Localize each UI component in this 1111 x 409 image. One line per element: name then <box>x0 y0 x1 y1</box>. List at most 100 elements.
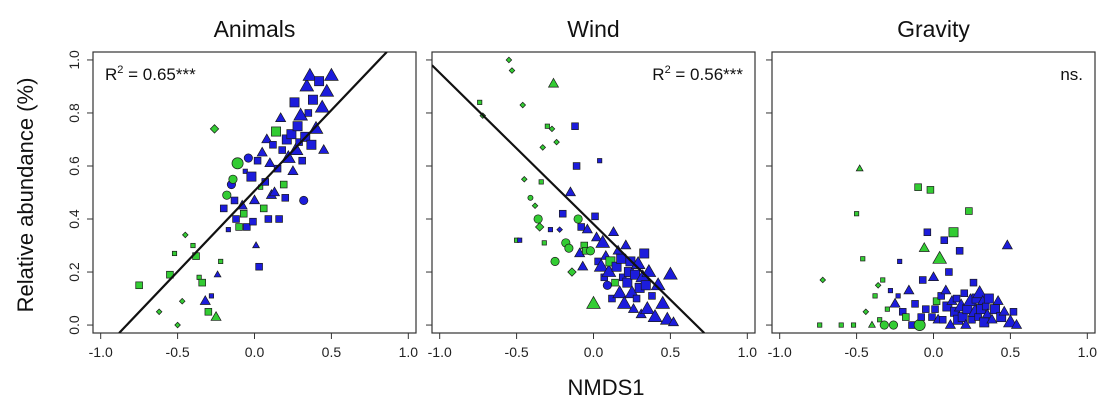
annotation-superscript: 2 <box>665 64 671 76</box>
data-point-triangle <box>855 164 864 172</box>
data-point-square <box>558 209 567 218</box>
data-point-triangle <box>577 260 589 271</box>
data-point-triangle <box>986 313 998 324</box>
data-point-triangle <box>299 78 315 92</box>
data-point-triangle <box>927 271 940 282</box>
y-tick-label: 1.0 <box>66 50 82 70</box>
x-tick-label: -0.5 <box>166 344 190 360</box>
data-point-square <box>940 236 949 244</box>
data-point-square <box>932 297 941 305</box>
data-point-square <box>243 223 251 231</box>
data-point-triangle <box>268 186 281 197</box>
data-point-square <box>982 302 990 311</box>
x-tick-label: -1.0 <box>428 344 452 360</box>
data-point-square <box>632 294 641 303</box>
data-point-square <box>298 156 306 165</box>
data-point-square <box>314 76 325 87</box>
data-point-square <box>547 227 553 233</box>
data-point-square <box>887 288 893 294</box>
data-point-square <box>198 278 206 287</box>
data-point-triangle <box>998 305 1010 316</box>
data-point-square <box>639 248 650 259</box>
data-point-square <box>190 242 196 249</box>
annotation-value: ns. <box>1060 65 1083 84</box>
data-point-diamond <box>519 101 527 109</box>
data-point-square <box>230 196 239 205</box>
data-point-triangle <box>612 285 628 299</box>
data-point-square <box>897 258 903 264</box>
data-point-square <box>279 180 288 189</box>
data-point-square <box>242 168 248 174</box>
data-point-diamond <box>548 125 556 133</box>
panel-2: Gravity -1.0 -0.5 0.0 0.5 1.0 ns. <box>766 16 1097 360</box>
data-point-diamond <box>567 267 577 277</box>
points-layer <box>135 67 339 329</box>
data-point-square <box>571 122 579 130</box>
data-point-square <box>538 179 544 185</box>
data-point-square <box>817 322 823 328</box>
data-point-circle <box>527 194 534 201</box>
data-point-triangle <box>960 318 972 329</box>
data-point-square <box>255 262 263 271</box>
data-point-circle <box>573 214 583 224</box>
x-tick-label: -1.0 <box>768 344 792 360</box>
x-axis-label: NMDS1 <box>567 375 644 400</box>
data-point-circle <box>879 320 889 330</box>
data-point-square <box>955 247 964 255</box>
x-tick-label: -0.5 <box>505 344 529 360</box>
y-axis-label: Relative abundance (%) <box>13 78 38 313</box>
x-tick-label: 0.0 <box>924 344 944 360</box>
data-point-triangle <box>264 157 276 168</box>
stat-annotation: R2 = 0.56*** <box>652 64 743 84</box>
data-point-diamond <box>505 56 513 64</box>
data-point-square <box>275 215 283 223</box>
data-point-square <box>872 293 878 299</box>
data-point-square <box>541 240 547 246</box>
data-point-triangle <box>620 239 632 250</box>
data-point-triangle <box>641 263 657 277</box>
data-point-triangle <box>287 165 299 175</box>
data-point-square <box>477 99 483 105</box>
data-point-square <box>517 237 523 243</box>
panel-0: Animals -1.0 -0.5 0.0 0.5 1.0 0.0 0.2 0.4 0.6 0.8 1… <box>66 16 418 360</box>
x-tick-label: 0.5 <box>322 344 342 360</box>
data-point-diamond <box>862 308 870 316</box>
data-point-triangle <box>293 107 309 121</box>
x-tick-label: 1.0 <box>738 344 758 360</box>
data-point-triangle <box>248 194 261 205</box>
x-tick-label: -0.5 <box>845 344 869 360</box>
data-point-square <box>942 301 953 312</box>
panels: Animals -1.0 -0.5 0.0 0.5 1.0 0.0 0.2 0.4 0.6 0.8 1… <box>66 16 1097 360</box>
data-point-triangle <box>940 284 952 295</box>
data-point-square <box>895 293 901 299</box>
data-point-circle <box>243 153 253 163</box>
data-point-square <box>306 139 317 150</box>
data-point-square <box>922 305 930 313</box>
data-point-diamond <box>539 144 547 151</box>
panel-1: Wind -1.0 -0.5 0.0 0.5 1.0 R2 = 0.56*** <box>426 16 757 360</box>
data-point-square <box>860 256 866 262</box>
data-point-square <box>945 268 953 276</box>
data-point-diamond <box>531 202 539 210</box>
data-point-diamond <box>181 231 189 239</box>
data-point-triangle <box>319 83 335 97</box>
data-point-triangle <box>639 301 655 315</box>
data-point-square <box>219 204 228 213</box>
stat-annotation: ns. <box>1060 65 1083 84</box>
data-point-square <box>225 227 231 233</box>
panel-title: Gravity <box>897 16 970 42</box>
data-point-square <box>937 292 945 300</box>
data-point-square <box>608 294 616 303</box>
data-point-triangle <box>581 223 593 234</box>
stat-annotation: R2 = 0.65*** <box>105 64 196 84</box>
annotation-prefix: R <box>652 65 664 84</box>
data-point-triangle <box>944 318 957 329</box>
data-point-circle <box>913 319 926 331</box>
data-point-triangle <box>647 309 663 322</box>
data-point-square <box>968 315 976 324</box>
data-point-square <box>923 228 932 237</box>
plot-frame <box>431 51 756 334</box>
data-point-square <box>544 123 550 129</box>
